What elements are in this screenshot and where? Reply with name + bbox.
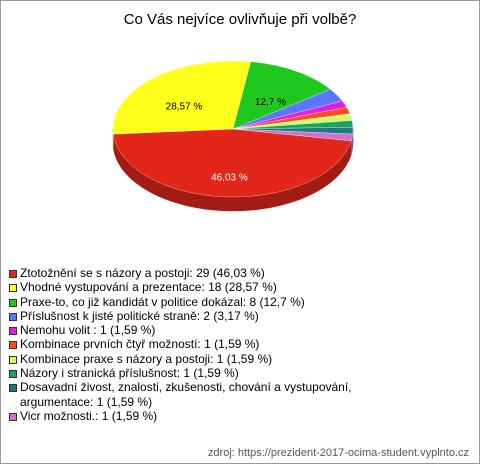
legend-item: Názory i stranická příslušnost: 1 (1,59 … (9, 366, 409, 380)
legend-item: Kombinace prvních čtyř možností: 1 (1,59… (9, 337, 409, 351)
legend-label: Kombinace prvních čtyř možností: 1 (1,59… (20, 337, 260, 352)
legend-label: Vicr možnosti.: 1 (1,59 %) (20, 408, 158, 423)
pie-slice (113, 128, 352, 198)
legend-item: Vhodné vystupování a prezentace: 18 (28,… (9, 280, 409, 294)
legend-swatch (9, 270, 17, 278)
legend-swatch (9, 298, 17, 307)
legend-label: Názory i stranická příslušnost: 1 (1,59 … (20, 366, 239, 381)
chart-title: Co Vás nejvíce ovlivňuje při volbě? (124, 11, 357, 28)
legend-label: Vhodné vystupování a prezentace: 18 (28,… (20, 280, 277, 295)
legend-item: Příslušnost k jisté politické straně: 2 … (9, 309, 409, 323)
legend-swatch (9, 312, 17, 321)
legend-swatch (9, 327, 17, 336)
value-label: 28,57 % (166, 102, 203, 113)
legend-swatch (9, 384, 17, 393)
legend-label: Kombinace praxe s názory a postoji: 1 (1… (20, 351, 273, 366)
value-label: 46,03 % (211, 172, 248, 183)
legend-item: Ztotožnění se s názory a postoji: 29 (46… (9, 266, 409, 280)
value-label: 12,7 % (255, 97, 286, 108)
legend-label: Nemohu volit : 1 (1,59 %) (20, 323, 156, 338)
legend-swatch (9, 412, 17, 421)
legend-swatch (9, 355, 17, 364)
legend-label: Praxe-to, co již kandidát v politice dok… (20, 294, 305, 309)
pie-area: Co Vás nejvíce ovlivňuje při volbě? 46,0… (112, 11, 357, 212)
legend-item: Dosavadní živost, znalosti, zkušenosti, … (9, 380, 409, 409)
legend-label: Ztotožnění se s názory a postoji: 29 (46… (20, 266, 265, 280)
pie-slice (112, 60, 251, 135)
legend-item: Kombinace praxe s názory a postoji: 1 (1… (9, 352, 409, 366)
legend-swatch (9, 370, 17, 379)
source: zdroj: https://prezident-2017-ocima-stud… (207, 447, 469, 459)
legend-item: Vicr možnosti.: 1 (1,59 %) (9, 409, 409, 423)
legend-item: Praxe-to, co již kandidát v politice dok… (9, 295, 409, 309)
legend-item: Nemohu volit : 1 (1,59 %) (9, 323, 409, 337)
pie-slice (232, 61, 331, 130)
legend: Ztotožnění se s názory a postoji: 29 (46… (9, 266, 409, 423)
legend-swatch (9, 284, 17, 293)
legend-swatch (9, 341, 17, 350)
pie-slice (232, 128, 353, 141)
legend-label: Příslušnost k jisté politické straně: 2 … (20, 308, 259, 323)
legend-label: Dosavadní živost, znalosti, zkušenosti, … (20, 380, 352, 409)
